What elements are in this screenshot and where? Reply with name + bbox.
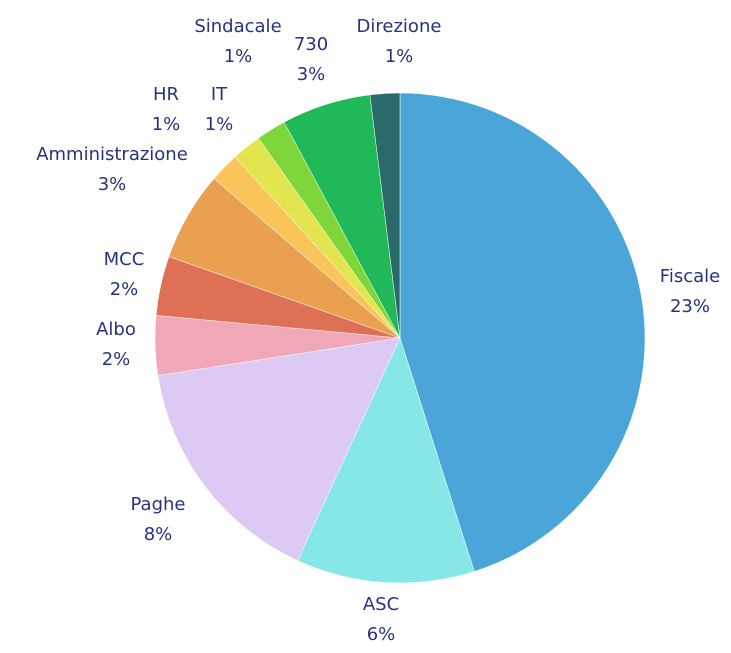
slice-label: HR (153, 84, 179, 105)
pie-slice (297, 337, 475, 584)
slice-value-label: 3% (297, 64, 326, 85)
pie-slice (399, 92, 646, 572)
slice-value-label: 3% (98, 174, 127, 195)
slice-value-label: 6% (367, 624, 396, 645)
slice-value-label: 1% (152, 114, 181, 135)
pie-slice (369, 92, 401, 339)
slice-label: IT (211, 84, 228, 105)
slice-label: ASC (363, 594, 399, 615)
slice-label: Sindacale (194, 16, 281, 37)
slice-label: Fiscale (660, 266, 720, 287)
slice-value-label: 2% (110, 279, 139, 300)
pie-slice (157, 337, 401, 561)
slice-label: Amministrazione (36, 144, 188, 165)
slice-value-label: 1% (205, 114, 234, 135)
slice-value-label: 1% (385, 46, 414, 67)
slice-value-label: 2% (102, 349, 131, 370)
slice-label: Albo (96, 319, 136, 340)
slice-value-label: 23% (670, 296, 710, 317)
slice-value-label: 1% (224, 46, 253, 67)
slice-label: 730 (294, 34, 328, 55)
slice-label: Paghe (131, 494, 186, 515)
slice-label: Direzione (357, 16, 442, 37)
slice-value-label: 8% (144, 524, 173, 545)
slice-label: MCC (104, 249, 145, 270)
